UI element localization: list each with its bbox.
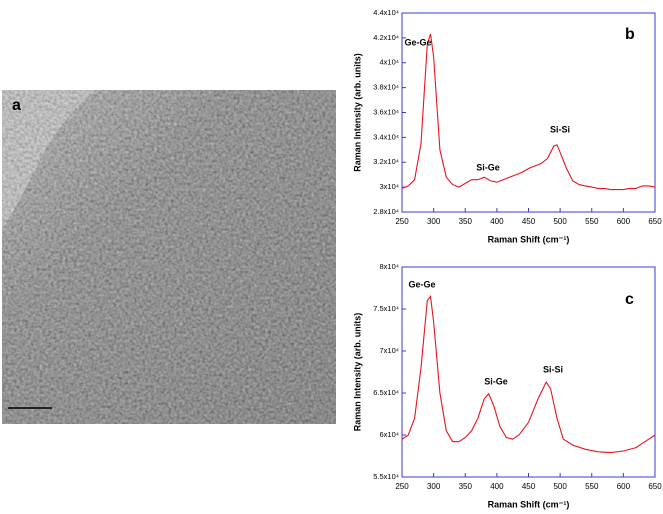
- plot-frame: [401, 266, 656, 478]
- plot-frame: [401, 12, 656, 213]
- y-tick-label: 7x10⁴: [380, 346, 400, 355]
- y-tick-label: 6x10⁴: [380, 430, 400, 439]
- x-tick-label: 400: [490, 217, 504, 226]
- peak-annotation: Si-Ge: [476, 162, 500, 172]
- peak-annotation: Si-Si: [543, 364, 563, 374]
- peak-annotation: Ge-Ge: [404, 37, 431, 47]
- y-tick-label: 4x10⁴: [380, 58, 400, 67]
- y-tick-label: 4.4x10⁴: [373, 8, 399, 17]
- x-tick-label: 250: [395, 217, 409, 226]
- panel-label: a: [12, 97, 21, 114]
- x-axis-label: Raman Shift (cm⁻¹): [488, 234, 570, 244]
- y-axis-label: Raman Intensity (arb. units): [352, 53, 362, 172]
- spectrum-line: [401, 294, 656, 454]
- y-tick-label: 3x10⁴: [380, 182, 400, 191]
- panel-label: b: [625, 26, 635, 43]
- x-tick-label: 450: [522, 217, 536, 226]
- y-tick-label: 3.8x10⁴: [373, 83, 399, 92]
- y-tick-label: 3.6x10⁴: [373, 107, 399, 116]
- x-tick-label: 500: [553, 482, 567, 491]
- y-tick-label: 7.5x10⁴: [373, 304, 399, 313]
- y-tick-label: 3.4x10⁴: [373, 132, 399, 141]
- x-tick-label: 450: [522, 482, 536, 491]
- x-tick-label: 600: [617, 217, 631, 226]
- x-tick-label: 650: [648, 482, 662, 491]
- y-tick-label: 4.2x10⁴: [373, 33, 399, 42]
- x-axis-label: Raman Shift (cm⁻¹): [488, 499, 570, 509]
- peak-annotation: Ge-Ge: [408, 279, 435, 289]
- x-tick-label: 550: [585, 217, 599, 226]
- x-tick-label: 300: [427, 217, 441, 226]
- x-tick-label: 500: [553, 217, 567, 226]
- peak-annotation: Si-Ge: [484, 376, 508, 386]
- y-tick-label: 2.8x10⁴: [373, 207, 399, 216]
- x-tick-label: 550: [585, 482, 599, 491]
- panel-label: c: [625, 291, 634, 308]
- x-tick-label: 300: [427, 482, 441, 491]
- y-tick-label: 8x10⁴: [380, 262, 400, 271]
- x-tick-label: 250: [395, 482, 409, 491]
- x-tick-label: 350: [459, 482, 473, 491]
- y-tick-label: 5.5x10⁴: [373, 472, 399, 481]
- x-tick-label: 600: [617, 482, 631, 491]
- x-tick-label: 400: [490, 482, 504, 491]
- peak-annotation: Si-Si: [550, 124, 570, 134]
- tem-image: [2, 90, 336, 424]
- y-tick-label: 6.5x10⁴: [373, 388, 399, 397]
- y-tick-label: 3.2x10⁴: [373, 157, 399, 166]
- x-tick-label: 350: [459, 217, 473, 226]
- spectrum-line: [401, 33, 656, 191]
- x-tick-label: 650: [648, 217, 662, 226]
- y-axis-label: Raman Intensity (arb. units): [352, 313, 362, 432]
